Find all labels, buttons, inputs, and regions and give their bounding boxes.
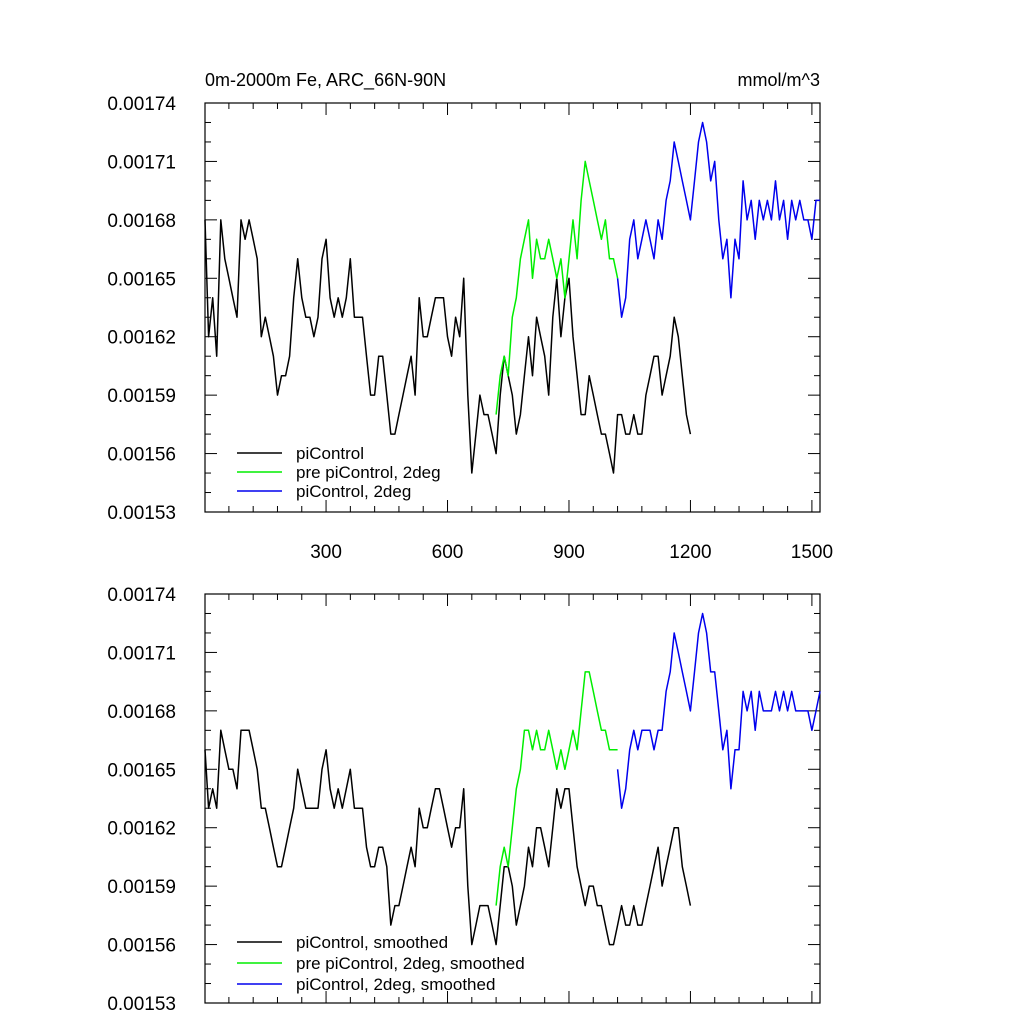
legend-label: pre piControl, 2deg: [296, 463, 441, 482]
y-tick-label: 0.00168: [107, 702, 176, 723]
y-tick-label: 0.00156: [107, 936, 176, 957]
y-tick-label: 0.00159: [107, 386, 176, 407]
legend-label: piControl, 2deg, smoothed: [296, 975, 495, 994]
y-tick-label: 0.00168: [107, 211, 176, 232]
chart-title: 0m-2000m Fe, ARC_66N-90N: [205, 70, 446, 91]
top-panel: 0.00153 0.00156 0.00159 0.00162 0.00165 0.001…: [107, 94, 833, 563]
bottom-panel: 0.00153 0.00156 0.00159 0.00162 0.00165 0.001…: [107, 585, 821, 1015]
legend-label: piControl: [296, 444, 364, 463]
x-tick-label: 1500: [791, 542, 833, 563]
series-line: [495, 671, 618, 906]
series-line: [204, 219, 692, 474]
x-tick-label: 300: [310, 542, 342, 563]
legend-label: pre piControl, 2deg, smoothed: [296, 954, 525, 973]
y-tick-label: 0.00159: [107, 877, 176, 898]
plot-frame: [204, 593, 821, 1004]
x-tick-label: 1200: [669, 542, 711, 563]
series-line: [204, 729, 692, 946]
y-tick-label: 0.00171: [107, 643, 176, 664]
units-label: mmol/m^3: [738, 70, 820, 90]
y-tick-label: 0.00165: [107, 760, 176, 781]
y-tick-label: 0.00153: [107, 994, 176, 1015]
y-tick-label: 0.00165: [107, 269, 176, 290]
y-tick-label: 0.00162: [107, 819, 176, 840]
series-line: [616, 612, 821, 809]
legend-label: piControl, smoothed: [296, 933, 448, 952]
y-tick-label: 0.00174: [107, 94, 176, 115]
x-tick-label: 600: [432, 542, 464, 563]
y-tick-label: 0.00171: [107, 152, 176, 173]
x-tick-label: 900: [553, 542, 585, 563]
y-tick-label: 0.00174: [107, 585, 176, 606]
y-tick-label: 0.00162: [107, 328, 176, 349]
legend-label: piControl, 2deg: [296, 482, 411, 501]
y-tick-label: 0.00156: [107, 445, 176, 466]
series-line: [616, 121, 820, 318]
y-tick-label: 0.00153: [107, 503, 176, 524]
plot-frame: [204, 102, 821, 513]
series-line: [495, 160, 619, 415]
